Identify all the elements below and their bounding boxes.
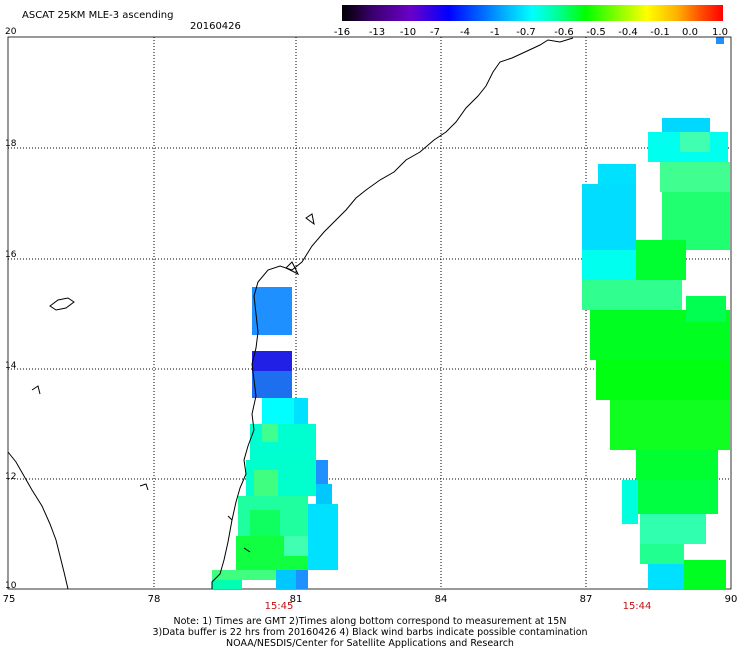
lat-label: 10 (5, 581, 17, 591)
pass-time-right: 15:44 (622, 601, 652, 612)
colorbar-tick: -0.6 (554, 27, 574, 38)
map-date: 20160426 (190, 21, 241, 32)
colorbar (342, 5, 723, 21)
lat-label: 14 (5, 361, 17, 371)
lat-label: 12 (5, 472, 17, 482)
map-title: ASCAT 25KM MLE-3 ascending (22, 10, 174, 21)
colorbar-tick: -4 (460, 27, 470, 38)
pass-time-left: 15:45 (264, 601, 294, 612)
plot-frame (7, 36, 732, 590)
lon-label: 87 (579, 594, 593, 605)
note-line-2: 3)Data buffer is 22 hrs from 20160426 4)… (152, 627, 588, 638)
lon-label: 78 (147, 594, 161, 605)
grid-lines (8, 37, 731, 589)
lat-label: 18 (5, 139, 17, 149)
colorbar-tick: -7 (430, 27, 440, 38)
colorbar-tick: -0.1 (650, 27, 670, 38)
colorbar-tick: -0.7 (516, 27, 536, 38)
lat-label: 20 (5, 27, 17, 37)
colorbar-tick: -0.4 (618, 27, 638, 38)
colorbar-tick: -1 (490, 27, 500, 38)
lon-label: 75 (2, 594, 16, 605)
coastline (7, 37, 574, 590)
colorbar-tick: 0.0 (682, 27, 698, 38)
footer-notes: Note: 1) Times are GMT 2)Times along bot… (0, 616, 740, 649)
lat-label: 16 (5, 250, 17, 260)
wind-swath-left (212, 287, 338, 589)
colorbar-tick: -13 (368, 27, 386, 38)
note-line-1: Note: 1) Times are GMT 2)Times along bot… (173, 616, 567, 627)
lon-label: 81 (289, 594, 303, 605)
colorbar-tick: -10 (399, 27, 417, 38)
lon-label: 90 (724, 594, 738, 605)
colorbar-swatch (716, 37, 724, 44)
colorbar-tick: -0.5 (586, 27, 606, 38)
colorbar-tick: -16 (333, 27, 351, 38)
lon-label: 84 (434, 594, 448, 605)
wind-swath-right (582, 118, 730, 589)
colorbar-ticks: -16 -13 -10 -7 -4 -1 -0.7 -0.6 -0.5 -0.4… (330, 27, 740, 39)
note-line-3: NOAA/NESDIS/Center for Satellite Applica… (226, 638, 514, 649)
colorbar-tick: 1.0 (712, 27, 728, 38)
